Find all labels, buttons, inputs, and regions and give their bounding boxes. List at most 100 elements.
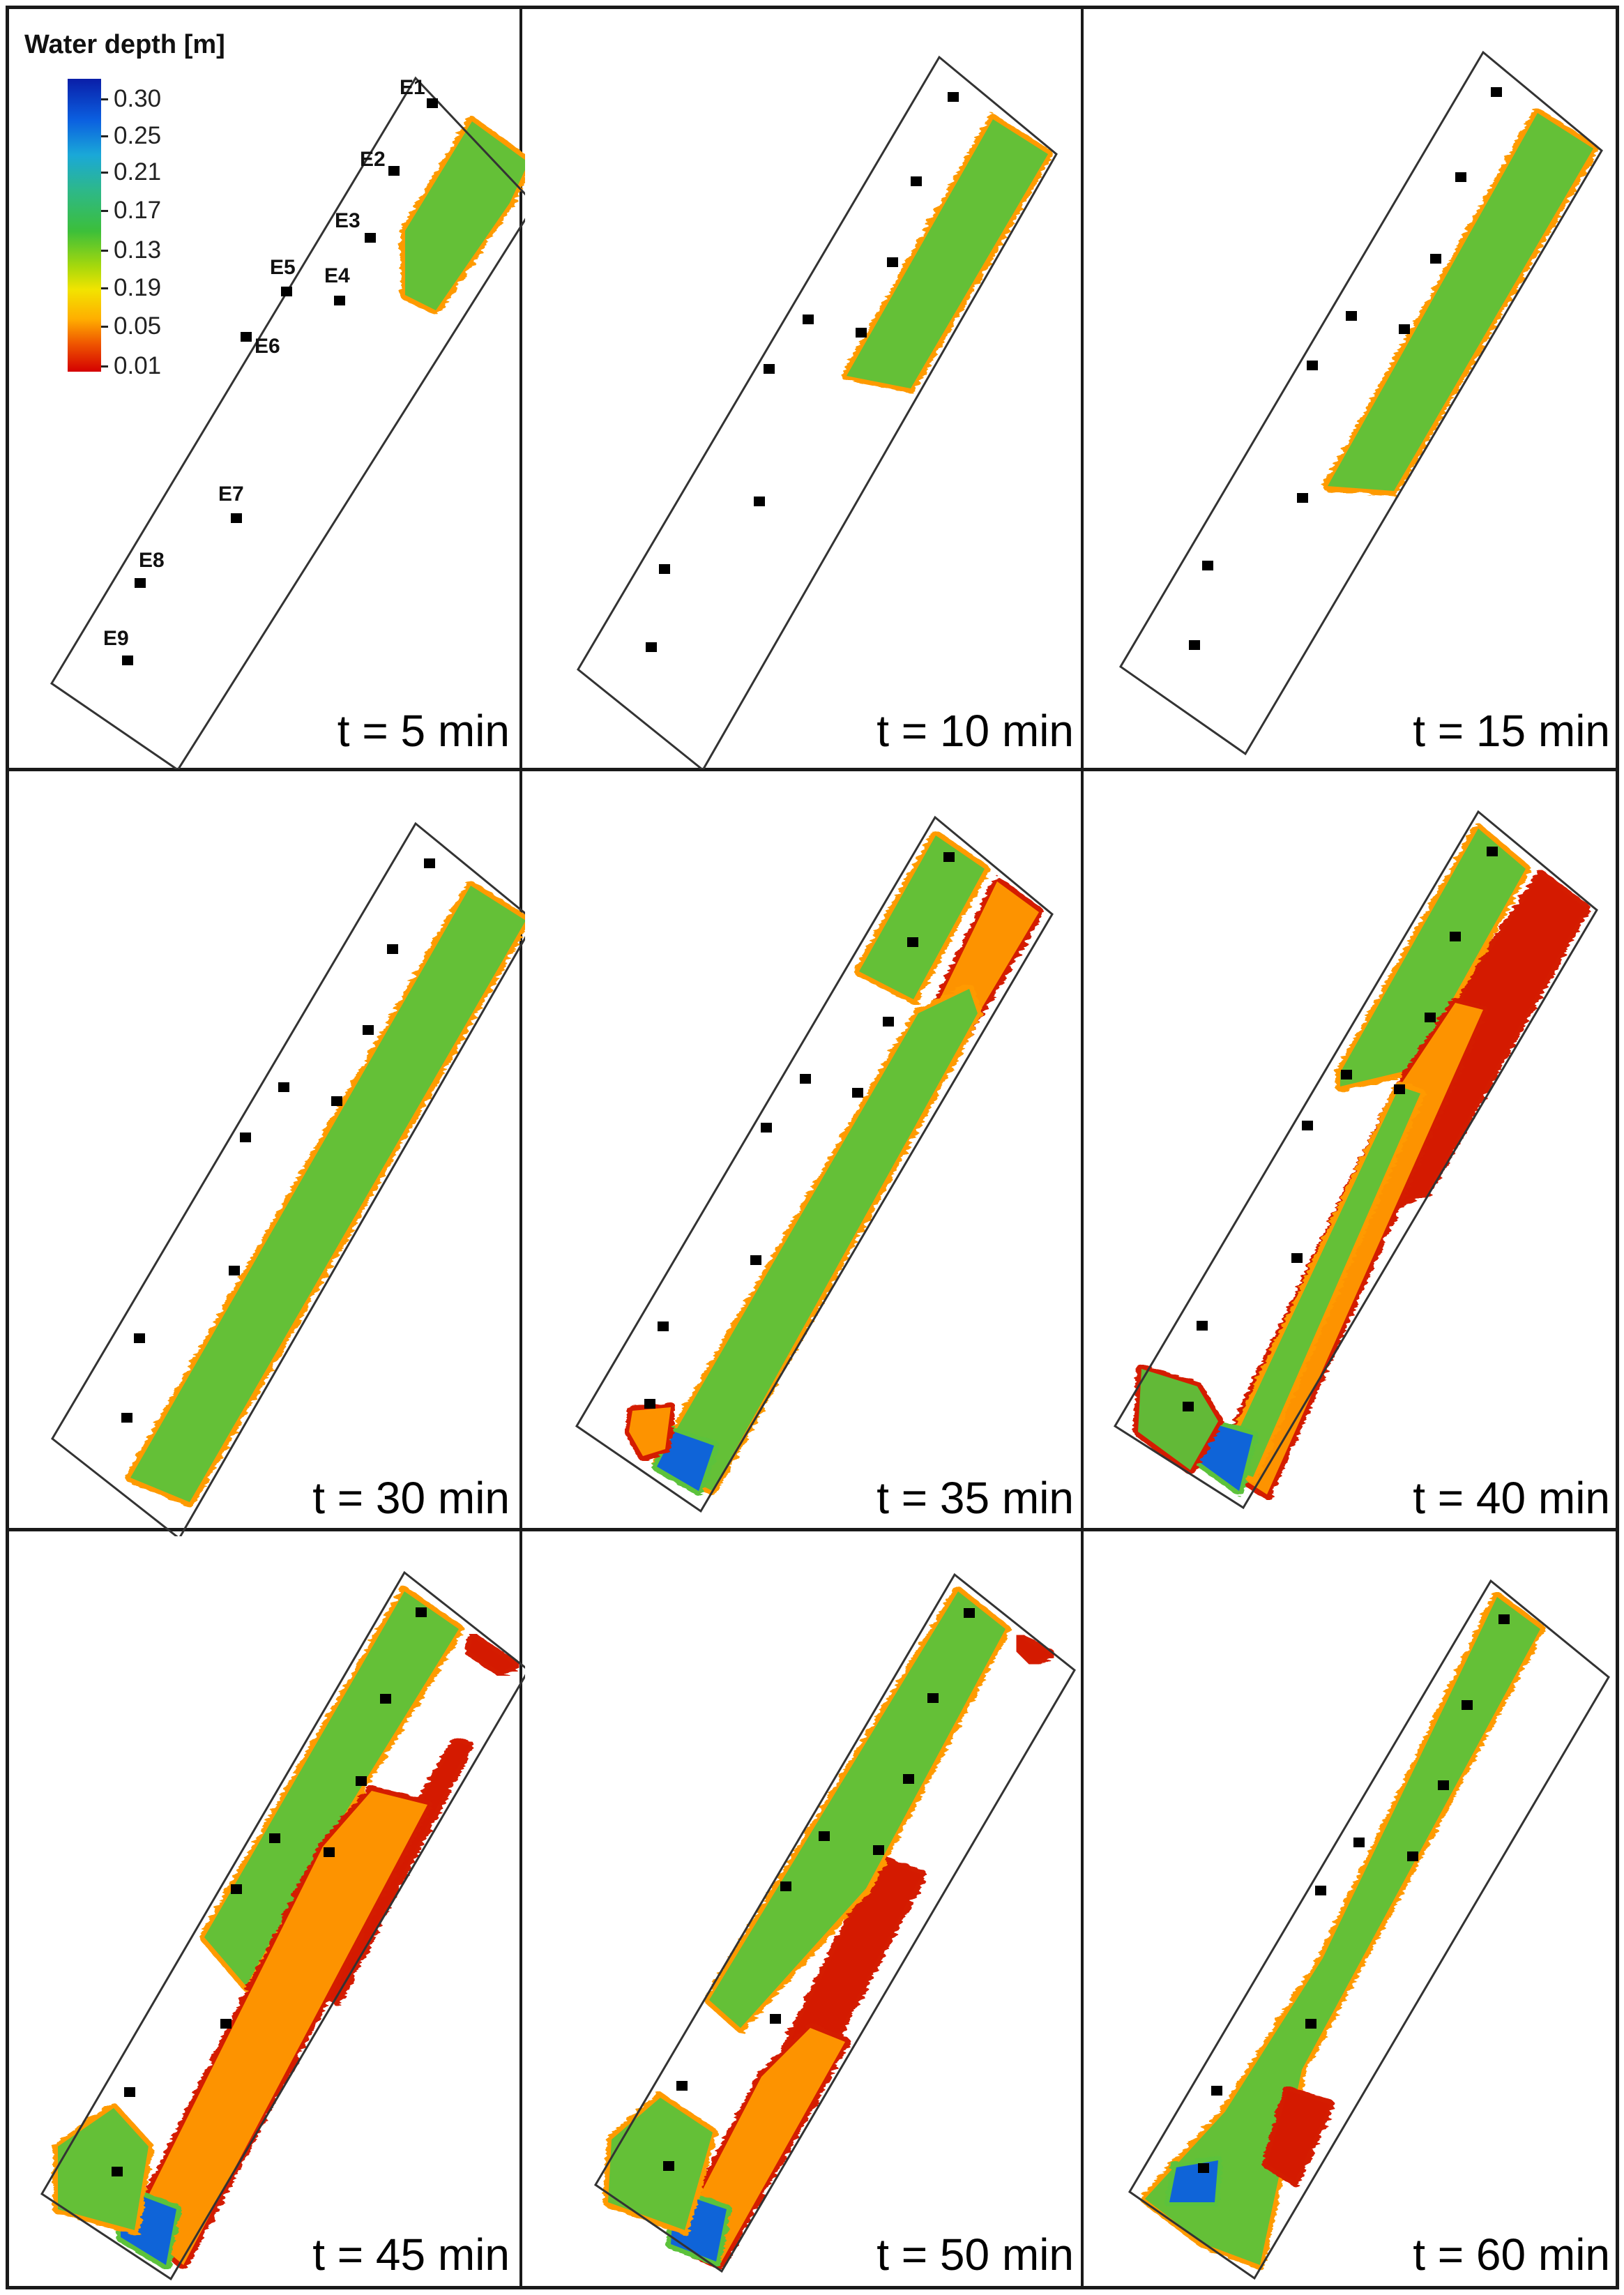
sensor-marker-e2 [907, 937, 918, 947]
wet-region [204, 1591, 459, 1986]
sensor-marker-e1 [416, 1607, 427, 1617]
sensor-marker-e2 [1462, 1700, 1473, 1710]
map-panel-p6: t = 40 min [1093, 780, 1624, 1536]
map-panel-p1: E1 E2 E3 E4 E5 E6 E7 E8 E9 t = 5 min [9, 9, 525, 769]
time-label: t = 40 min [1413, 1473, 1610, 1523]
sensor-marker-e6 [241, 332, 252, 342]
sensor-marker-e3 [1438, 1780, 1449, 1790]
sensor-marker-e8 [135, 578, 146, 588]
sensor-label: E9 [103, 627, 129, 650]
wet-region [405, 121, 525, 310]
wet-region [1145, 1597, 1540, 2265]
sensor-label: E1 [400, 76, 425, 99]
panel-grid [9, 9, 1616, 2286]
colorbar-tick [101, 365, 108, 368]
time-label: t = 45 min [312, 2229, 510, 2280]
time-label: t = 50 min [876, 2229, 1074, 2280]
wet-region [1138, 1369, 1218, 1470]
time-label: t = 10 min [876, 706, 1074, 756]
water-depth-map: E1 E2 E3 E4 E5 E6 E7 E8 E9 [50, 76, 525, 769]
sensor-marker-e1 [948, 92, 959, 102]
wet-region [58, 2108, 149, 2230]
wet-region [469, 1637, 515, 1672]
sensor-marker-e6 [1307, 361, 1318, 370]
sensor-marker-e6 [761, 1123, 772, 1133]
water-depth-map [593, 1573, 1076, 2273]
field-boundary [1113, 810, 1598, 1510]
sensor-marker-e8 [134, 1333, 145, 1343]
map-panel-p3: t = 15 min [1093, 9, 1624, 769]
sensor-marker-e5 [856, 328, 867, 338]
sensor-marker-e6 [231, 1884, 242, 1894]
field-boundary [1119, 50, 1603, 756]
field-boundary [51, 821, 525, 1536]
sensor-marker-e2 [1455, 172, 1466, 182]
map-panel-p7: t = 45 min [9, 1540, 525, 2293]
sensor-marker-e3 [1430, 254, 1441, 264]
sensor-marker-e5 [852, 1088, 863, 1098]
map-panel-p2: t = 10 min [531, 9, 1089, 769]
colorbar-tick [101, 172, 108, 174]
sensor-marker-e3 [363, 1025, 374, 1035]
wet-region [1340, 828, 1526, 1086]
sensor-marker-e8 [659, 564, 670, 574]
sensor-marker-e5 [281, 287, 292, 296]
sensor-marker-e9 [1189, 640, 1200, 650]
wet-region [847, 119, 1048, 388]
sensor-marker-e4 [334, 296, 345, 305]
field-boundary [1128, 1579, 1610, 2280]
sensor-label: E8 [139, 549, 165, 572]
colorbar-tick [101, 287, 108, 290]
figure-grid: E1 E2 E3 E4 E5 E6 E7 E8 E9 t = 5 min t = 10 min t =… [6, 6, 1619, 2289]
sensor-marker-e7 [770, 2014, 781, 2024]
sensor-marker-e7 [220, 2019, 232, 2029]
sensor-marker-e6 [780, 1881, 791, 1891]
field-boundary [50, 76, 525, 769]
sensor-marker-e1 [1487, 847, 1498, 856]
grid-divider-horizontal [9, 1528, 1616, 1531]
time-label: t = 5 min [337, 706, 510, 756]
time-label: t = 35 min [876, 1473, 1074, 1523]
field-boundary [577, 55, 1058, 769]
sensor-marker-e4 [1341, 1070, 1352, 1080]
sensor-marker-e5 [873, 1845, 884, 1855]
colorbar-tick-label: 0.25 [114, 121, 162, 149]
map-panel-p5: t = 35 min [531, 780, 1089, 1536]
sensor-marker-e7 [750, 1255, 761, 1265]
sensor-marker-e3 [883, 1017, 894, 1027]
sensor-marker-e8 [1211, 2086, 1222, 2096]
water-depth-map [1119, 50, 1603, 756]
sensor-marker-e5 [1407, 1851, 1418, 1861]
grid-divider-vertical [1081, 9, 1084, 2286]
colorbar [68, 79, 101, 372]
sensor-marker-e4 [803, 315, 814, 324]
sensor-marker-e1 [964, 1608, 975, 1618]
field-boundary [40, 1570, 525, 2281]
sensor-marker-e3 [365, 233, 376, 243]
sensor-marker-e9 [1198, 2163, 1209, 2173]
sensor-marker-e1 [424, 858, 435, 868]
wet-region [1267, 2091, 1330, 2181]
grid-divider-vertical [519, 9, 522, 2286]
sensor-marker-e2 [388, 166, 400, 176]
sensor-marker-e9 [1183, 1402, 1194, 1411]
sensor-marker-e4 [800, 1074, 811, 1084]
sensor-label: E4 [324, 264, 350, 287]
sensor-marker-e6 [1302, 1121, 1313, 1130]
time-label: t = 30 min [312, 1473, 510, 1523]
sensor-marker-e7 [1297, 493, 1308, 503]
sensor-marker-e3 [887, 257, 898, 267]
sensor-marker-e8 [124, 2087, 135, 2097]
wet-region [629, 1407, 671, 1456]
water-depth-map [51, 821, 525, 1536]
sensor-marker-e2 [1450, 932, 1461, 941]
sensor-marker-e2 [927, 1693, 939, 1703]
water-depth-map [577, 55, 1058, 769]
time-label: t = 60 min [1413, 2229, 1610, 2280]
sensor-marker-e2 [911, 176, 922, 186]
colorbar-tick-label: 0.05 [114, 312, 162, 340]
sensor-marker-e1 [427, 98, 438, 108]
wet-region [1392, 875, 1585, 1205]
sensor-marker-e1 [943, 852, 955, 862]
sensor-label: E3 [335, 209, 361, 232]
